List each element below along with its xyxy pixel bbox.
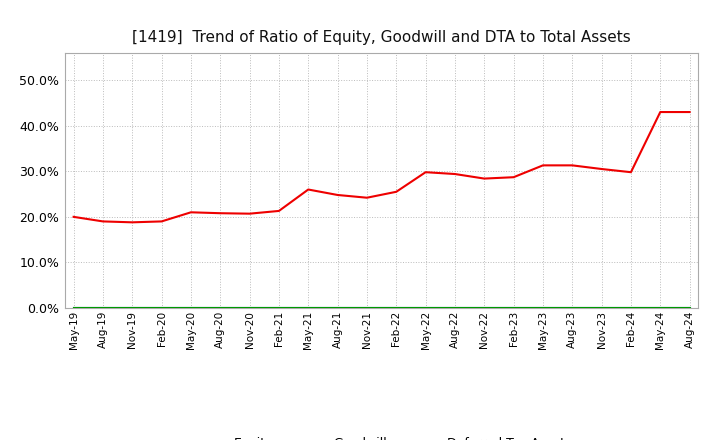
Title: [1419]  Trend of Ratio of Equity, Goodwill and DTA to Total Assets: [1419] Trend of Ratio of Equity, Goodwil…	[132, 29, 631, 45]
Legend: Equity, Goodwill, Deferred Tax Assets: Equity, Goodwill, Deferred Tax Assets	[192, 437, 571, 440]
